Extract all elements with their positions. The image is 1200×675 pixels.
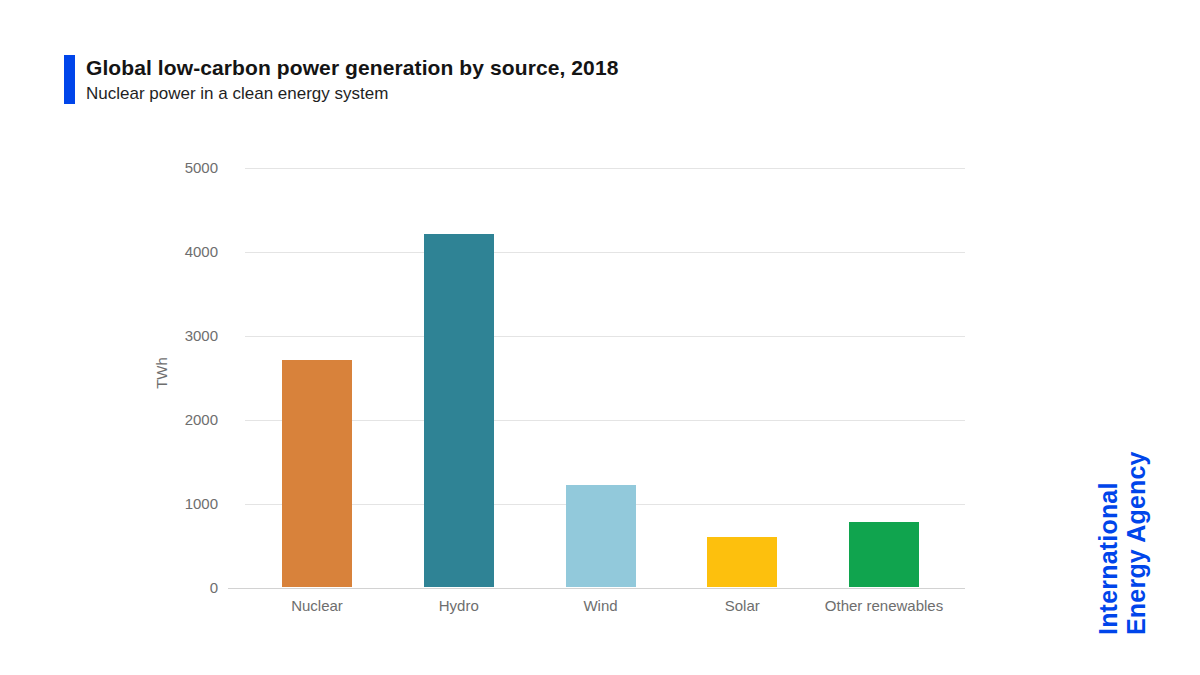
y-tick-label-3000: 3000	[138, 327, 218, 345]
y-tick-label-4000: 4000	[138, 243, 218, 261]
iea-logo: International Energy Agency	[1094, 435, 1150, 635]
iea-logo-line1: International	[1094, 435, 1122, 635]
gridline-5000	[245, 168, 965, 169]
bar-wind	[566, 485, 636, 587]
iea-logo-line2: Energy Agency	[1122, 435, 1150, 635]
x-category-label-other-renewables: Other renewables	[804, 597, 964, 614]
x-category-label-nuclear: Nuclear	[237, 597, 397, 614]
bar-nuclear	[282, 360, 352, 587]
x-category-label-hydro: Hydro	[379, 597, 539, 614]
chart-header: Global low-carbon power generation by so…	[64, 55, 618, 104]
page-title: Global low-carbon power generation by so…	[86, 55, 618, 80]
accent-bar	[64, 55, 75, 104]
bar-hydro	[424, 234, 494, 587]
gridline-4000	[245, 252, 965, 253]
gridline-0	[228, 588, 965, 589]
bar-other-renewables	[849, 522, 919, 587]
y-tick-label-0: 0	[138, 579, 218, 597]
bar-solar	[707, 537, 777, 587]
y-tick-label-5000: 5000	[138, 159, 218, 177]
x-category-label-solar: Solar	[662, 597, 822, 614]
header-text: Global low-carbon power generation by so…	[86, 55, 618, 104]
y-tick-label-1000: 1000	[138, 495, 218, 513]
x-category-label-wind: Wind	[521, 597, 681, 614]
slide: Global low-carbon power generation by so…	[0, 0, 1200, 675]
bar-chart-plot-area: 010002000300040005000NuclearHydroWindSol…	[228, 168, 965, 588]
y-tick-label-2000: 2000	[138, 411, 218, 429]
gridline-2000	[245, 420, 965, 421]
gridline-3000	[245, 336, 965, 337]
page-subtitle: Nuclear power in a clean energy system	[86, 84, 618, 104]
